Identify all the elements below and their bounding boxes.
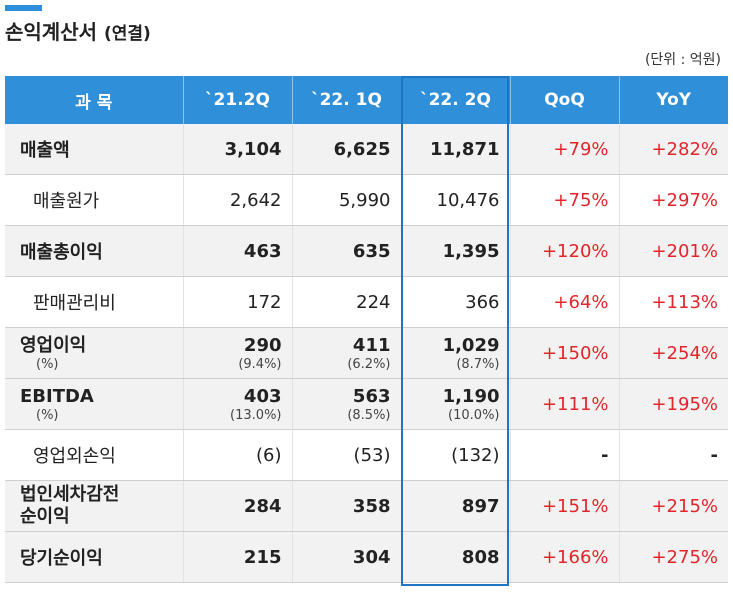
cell-yoy: +275% (619, 531, 728, 583)
table-row: EBITDA (%) 403 (13.0%) 563 (8.5%) 1,190 … (5, 378, 728, 430)
cell-qoq: +64% (510, 276, 620, 328)
cell-21-2q: 403 (13.0%) (183, 378, 293, 430)
cell-21-2q: 2,642 (183, 174, 293, 226)
row-label: 매출원가 (5, 174, 184, 226)
cell-yoy: +201% (619, 225, 728, 277)
cell-21-2q: 172 (183, 276, 293, 328)
row-label: 법인세차감전 순이익 (5, 480, 184, 532)
cell-yoy: +254% (619, 327, 728, 379)
header-22-1q: `22. 1Q (292, 76, 402, 124)
cell-margin: (10.0%) (448, 407, 500, 423)
cell-yoy: +113% (619, 276, 728, 328)
row-label: 영업외손익 (5, 429, 184, 481)
cell-qoq: +79% (510, 124, 620, 175)
row-label: EBITDA (%) (5, 378, 184, 430)
cell-22-1q: 5,990 (292, 174, 402, 226)
row-label-sub: (%) (36, 407, 59, 423)
cell-22-1q: 304 (292, 531, 402, 583)
cell-margin: (8.5%) (347, 407, 391, 423)
table-row: 매출액 3,104 6,625 11,871 +79% +282% (5, 124, 728, 175)
cell-qoq: +150% (510, 327, 620, 379)
table-row: 법인세차감전 순이익 284 358 897 +151% +215% (5, 480, 728, 532)
cell-margin: (9.4%) (238, 356, 282, 372)
cell-qoq: +111% (510, 378, 620, 430)
row-label: 판매관리비 (5, 276, 184, 328)
unit-label: (단위 : 억원) (644, 52, 721, 68)
cell-22-2q: (132) (401, 429, 511, 481)
cell-qoq: +166% (510, 531, 620, 583)
cell-qoq: +151% (510, 480, 620, 532)
page-title-text: 손익계산서 (5, 20, 97, 44)
cell-22-1q: 358 (292, 480, 402, 532)
table-row: 영업외손익 (6) (53) (132) - - (5, 429, 728, 481)
cell-yoy: - (619, 429, 728, 481)
cell-22-1q: 6,625 (292, 124, 402, 175)
page-title: 손익계산서 (연결) (5, 16, 151, 45)
table-header-row: 과 목 `21.2Q `22. 1Q `22. 2Q QoQ YoY (5, 76, 728, 124)
cell-22-2q: 1,190 (10.0%) (401, 378, 511, 430)
header-yoy: YoY (619, 76, 728, 124)
cell-qoq: +120% (510, 225, 620, 277)
cell-value: 403 (243, 385, 282, 407)
cell-21-2q: 463 (183, 225, 293, 277)
cell-22-2q: 11,871 (401, 124, 511, 175)
table-row: 판매관리비 172 224 366 +64% +113% (5, 276, 728, 328)
header-qoq: QoQ (510, 76, 620, 124)
cell-yoy: +297% (619, 174, 728, 226)
row-label-line2: 순이익 (20, 506, 70, 527)
cell-22-2q: 1,395 (401, 225, 511, 277)
cell-21-2q: 3,104 (183, 124, 293, 175)
row-label: 영업이익 (%) (5, 327, 184, 379)
cell-value: 1,029 (442, 334, 500, 356)
row-label-sub: (%) (36, 356, 59, 372)
row-label: 매출총이익 (5, 225, 184, 277)
cell-yoy: +195% (619, 378, 728, 430)
cell-margin: (6.2%) (347, 356, 391, 372)
row-label: 매출액 (5, 124, 184, 175)
cell-22-1q: (53) (292, 429, 402, 481)
table-row: 매출총이익 463 635 1,395 +120% +201% (5, 225, 728, 277)
cell-22-2q: 808 (401, 531, 511, 583)
row-label-line1: 법인세차감전 (20, 484, 120, 505)
cell-21-2q: 215 (183, 531, 293, 583)
title-accent-bar (5, 5, 42, 11)
row-label-main: EBITDA (20, 385, 94, 407)
cell-22-1q: 411 (6.2%) (292, 327, 402, 379)
header-22-2q: `22. 2Q (401, 76, 511, 124)
cell-margin: (8.7%) (456, 356, 500, 372)
cell-qoq: +75% (510, 174, 620, 226)
cell-21-2q: 284 (183, 480, 293, 532)
header-item: 과 목 (5, 76, 184, 124)
cell-qoq: - (510, 429, 620, 481)
row-label: 당기순이익 (5, 531, 184, 583)
cell-21-2q: 290 (9.4%) (183, 327, 293, 379)
cell-22-2q: 366 (401, 276, 511, 328)
cell-value: 563 (352, 385, 391, 407)
table-row: 당기순이익 215 304 808 +166% +275% (5, 531, 728, 583)
cell-22-1q: 563 (8.5%) (292, 378, 402, 430)
cell-value: 1,190 (442, 385, 500, 407)
cell-value: 411 (352, 334, 391, 356)
income-statement-table: 과 목 `21.2Q `22. 1Q `22. 2Q QoQ YoY 매출액 3… (5, 76, 728, 583)
cell-22-2q: 10,476 (401, 174, 511, 226)
cell-yoy: +282% (619, 124, 728, 175)
cell-22-2q: 1,029 (8.7%) (401, 327, 511, 379)
cell-22-1q: 224 (292, 276, 402, 328)
cell-value: 290 (243, 334, 282, 356)
cell-22-1q: 635 (292, 225, 402, 277)
cell-yoy: +215% (619, 480, 728, 532)
cell-21-2q: (6) (183, 429, 293, 481)
page-title-sub: (연결) (103, 24, 151, 44)
table-row: 매출원가 2,642 5,990 10,476 +75% +297% (5, 174, 728, 226)
cell-22-2q: 897 (401, 480, 511, 532)
table-row: 영업이익 (%) 290 (9.4%) 411 (6.2%) 1,029 (8.… (5, 327, 728, 379)
cell-margin: (13.0%) (230, 407, 282, 423)
header-21-2q: `21.2Q (183, 76, 293, 124)
row-label-main: 영업이익 (20, 334, 87, 356)
